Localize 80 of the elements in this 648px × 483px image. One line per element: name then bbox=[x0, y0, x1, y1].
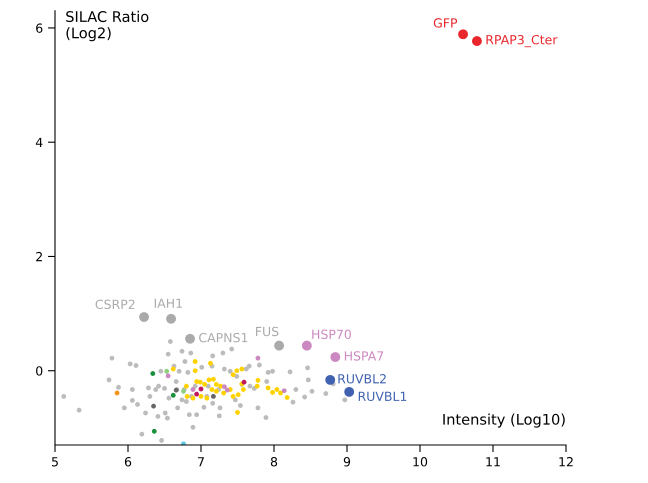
point bbox=[235, 410, 240, 415]
point bbox=[239, 366, 244, 372]
point bbox=[114, 390, 120, 396]
x-tick-label: 11 bbox=[486, 457, 500, 466]
x-tick-label: 6 bbox=[124, 457, 132, 466]
point bbox=[198, 386, 204, 392]
point bbox=[230, 394, 236, 399]
x-tick-label: 10 bbox=[413, 457, 428, 466]
y-tick-label: 4 bbox=[36, 138, 42, 147]
series-label: RUVBL1 bbox=[358, 392, 406, 402]
point bbox=[211, 394, 216, 399]
point bbox=[184, 394, 190, 399]
point bbox=[234, 368, 240, 374]
point bbox=[139, 312, 149, 322]
point bbox=[152, 428, 157, 434]
y-axis-title: SILAC Ratio (Log2) bbox=[66, 10, 148, 42]
x-axis-title: Intensity (Log10) bbox=[443, 414, 565, 428]
x-tick-label: 7 bbox=[198, 457, 204, 466]
series-label: IAH1 bbox=[154, 298, 182, 308]
point bbox=[242, 380, 246, 385]
x-tick-label: 5 bbox=[52, 457, 58, 466]
x-tick-label: 12 bbox=[559, 457, 573, 466]
point bbox=[151, 404, 156, 409]
series-label: FUS bbox=[256, 326, 278, 336]
point bbox=[202, 382, 208, 387]
x-tick-label: 8 bbox=[270, 457, 278, 466]
point bbox=[302, 340, 312, 350]
point bbox=[240, 387, 246, 392]
point bbox=[330, 352, 340, 362]
point bbox=[170, 392, 176, 398]
series-label: RUVBL2 bbox=[338, 374, 386, 384]
series-label: RPAP3_Cter bbox=[486, 34, 558, 48]
point bbox=[150, 371, 156, 376]
point bbox=[230, 372, 236, 378]
point bbox=[214, 388, 219, 394]
series-label: GFP bbox=[434, 18, 458, 28]
series-label: HSPA7 bbox=[344, 351, 384, 361]
point bbox=[236, 392, 241, 398]
point bbox=[274, 340, 284, 350]
y-tick-label: 6 bbox=[36, 23, 42, 33]
point bbox=[254, 384, 260, 389]
series-label: CSRP2 bbox=[96, 300, 134, 310]
point bbox=[278, 390, 283, 396]
point bbox=[344, 386, 354, 397]
series-label: CAPNS1 bbox=[199, 332, 248, 342]
point bbox=[190, 387, 196, 392]
y-tick-label: 0 bbox=[36, 366, 42, 376]
point bbox=[266, 385, 271, 390]
point bbox=[185, 334, 195, 344]
point bbox=[221, 390, 226, 396]
point bbox=[166, 373, 171, 378]
series-label: HSP70 bbox=[312, 330, 351, 340]
point bbox=[211, 376, 216, 382]
point bbox=[256, 378, 260, 383]
point bbox=[208, 360, 213, 366]
point bbox=[284, 395, 290, 400]
point bbox=[222, 384, 227, 390]
point bbox=[194, 392, 200, 397]
point bbox=[325, 374, 336, 385]
point bbox=[274, 387, 280, 392]
point bbox=[256, 356, 260, 361]
point bbox=[181, 441, 186, 445]
point bbox=[192, 368, 198, 374]
point bbox=[164, 368, 170, 374]
point bbox=[184, 384, 189, 389]
point bbox=[458, 29, 468, 40]
point bbox=[472, 36, 482, 46]
point bbox=[214, 382, 219, 387]
point bbox=[192, 359, 198, 364]
point bbox=[198, 380, 203, 385]
x-tick-label: 9 bbox=[344, 457, 350, 466]
point bbox=[224, 388, 230, 393]
point bbox=[282, 388, 287, 394]
point bbox=[198, 394, 204, 399]
point bbox=[170, 366, 176, 372]
point bbox=[270, 390, 275, 395]
point bbox=[166, 314, 176, 324]
point bbox=[206, 377, 212, 382]
point bbox=[210, 387, 214, 392]
y-tick-label: 2 bbox=[36, 252, 42, 262]
